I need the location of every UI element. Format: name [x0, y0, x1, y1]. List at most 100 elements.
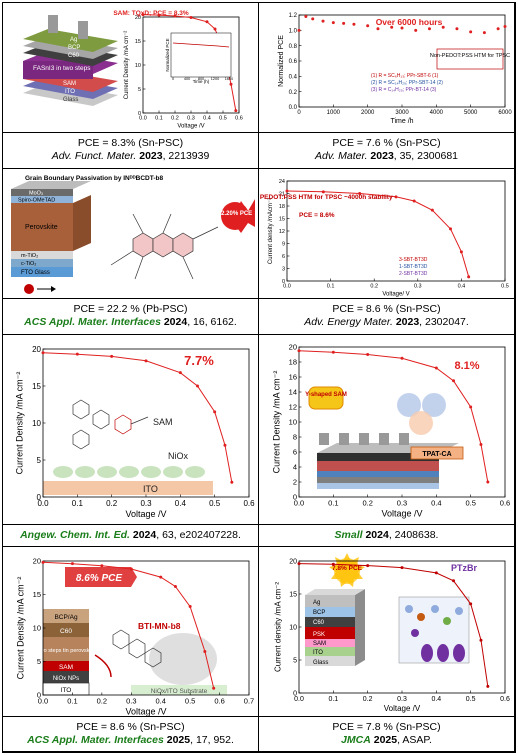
data-point — [459, 250, 463, 254]
label-tpat-6: TPAT-CA — [422, 451, 451, 458]
year-4: 2023 — [395, 316, 420, 328]
data-point — [321, 190, 325, 194]
chart-title: 8.1% — [454, 360, 479, 372]
y-tick-label: 0.0 — [289, 105, 298, 111]
y-tick-label: 21 — [279, 191, 285, 197]
badge-text-7: 8.6% PCE — [76, 573, 122, 584]
panel-2-caption: PCE = 7.6 % (Sn-PSC) Adv. Mater. 2023, 3… — [259, 133, 515, 169]
data-point — [452, 579, 455, 583]
y-tick-label: 15 — [33, 590, 41, 599]
caption-ref-5: Angew. Chem. Int. Ed. 2024, 63, e2024072… — [3, 529, 258, 542]
x-tick-label: 6000 — [498, 110, 512, 116]
badge-text-3: 22.20% PCE — [218, 211, 252, 217]
data-point — [427, 27, 431, 31]
caption-ref-1: Adv. Funct. Mater. 2023, 2213939 — [3, 150, 258, 163]
inset-x-tick: 800 — [198, 77, 204, 81]
journal-7: ACS Appl. Mater. Interfaces — [27, 734, 164, 746]
data-point — [223, 443, 227, 447]
device-stack-3: MoO₃ Spiro-OMeTAD Perovskite m-TiO₂ c-Ti… — [11, 181, 91, 294]
molecule-3 — [110, 213, 219, 280]
x-tick-label: 0.7 — [244, 697, 254, 706]
layer-niox-7: NiOx NPs — [53, 676, 79, 682]
badge-text-8: 7.8% PCE — [332, 565, 363, 572]
year-3: 2024 — [163, 316, 188, 328]
y-tick-label: 5 — [138, 87, 141, 93]
data-point — [213, 27, 217, 31]
x-tick-label: 0.6 — [500, 499, 510, 508]
y-tick-label: 0 — [37, 691, 41, 700]
legend-entry: (2) R = SC₁₄H₂₉; PPr-SBT-14 (2) — [371, 80, 443, 86]
data-point — [400, 356, 404, 360]
chart-title: SAM: TQxD; PCE = 8.3% — [113, 10, 189, 17]
data-point — [297, 562, 301, 566]
x-tick-label: 0.4 — [431, 696, 441, 703]
data-point — [331, 21, 335, 25]
jv-chart-7: 0.0 0.1 0.2 0.3 0.4 0.5 0.6 0.7 0 5 10 15 20 Voltage … — [16, 557, 255, 716]
data-point — [394, 195, 398, 199]
journal-4: Adv. Energy Mater. — [304, 316, 393, 328]
jv-chart-5: 0.0 0.1 0.2 0.3 0.4 0.5 0.6 0 5 10 15 20 Voltage /V C… — [14, 345, 255, 519]
x-tick-label: 0.3 — [414, 284, 422, 290]
y-tick-label: 18 — [289, 358, 297, 367]
x-tick-label: 4000 — [430, 110, 444, 116]
x-tick-label: 0.6 — [243, 499, 255, 508]
x-tick-label: 0.6 — [235, 116, 243, 122]
x-tick-label: 0.5 — [185, 697, 195, 706]
y-tick-label: 15 — [279, 216, 285, 222]
x-tick-label: 0.1 — [67, 697, 77, 706]
x-tick-label: 2000 — [361, 110, 375, 116]
y-tick-label: 12 — [279, 229, 285, 235]
x-tick-label: 0.5 — [501, 284, 509, 290]
caption-ref-4: Adv. Energy Mater. 2023, 2302047. — [259, 316, 514, 329]
x-tick-label: 5000 — [464, 110, 478, 116]
x-tick-label: 0.1 — [155, 116, 163, 122]
x-tick-label: 3000 — [395, 110, 409, 116]
chart-subtitle: PCE = 8.6% — [299, 212, 335, 219]
data-point — [173, 14, 177, 18]
x-tick-label: 0.0 — [294, 696, 304, 703]
y-tick-label: 0.4 — [289, 74, 298, 80]
data-point — [366, 564, 370, 568]
panel-5-svg: NiOx ITO SAM 0.0 0.1 0.2 0.3 0.4 0.5 0.6 0 5 10 15… — [14, 345, 255, 519]
jv-chart-1: 0.0 0.1 0.2 0.3 0.4 0.5 0.6 0 5 10 15 20 Voltage /V C… — [113, 10, 242, 130]
y-tick-label: 9 — [282, 241, 285, 247]
inset-x-tick: 0 — [172, 77, 174, 81]
y-tick-label: 14 — [289, 388, 297, 397]
data-point — [311, 17, 315, 21]
year-1: 2023 — [139, 150, 163, 162]
caption-ref-7: ACS Appl. Mater. Interfaces 2025, 17, 95… — [3, 734, 258, 747]
journal-6: Small — [334, 529, 363, 541]
y-tick-label: 1.2 — [289, 13, 298, 19]
y-tick-label: 5 — [293, 657, 297, 664]
x-tick-label: 0.3 — [187, 116, 195, 122]
jv-chart-4: 0.0 0.1 0.2 0.3 0.4 0.5 0 3 6 9 12 15 18 21 24 Voltage/… — [259, 179, 509, 298]
panel-7-svg: BCP/Ag C60 Two steps tin perovskite SAM … — [16, 557, 255, 716]
x-tick-label: 0.6 — [214, 697, 224, 706]
y-tick-label: 6 — [282, 254, 285, 260]
data-point — [229, 82, 233, 86]
data-point — [188, 605, 192, 609]
panel-8-caption: PCE = 7.8 % (Sn-PSC) JMCA 2025, ASAP. — [259, 717, 515, 752]
layer-psk-8: PSK — [313, 632, 325, 638]
legend-entry: 2-SBT-BT3D — [399, 271, 428, 277]
data-point — [331, 562, 335, 566]
x-tick-label: 0.5 — [465, 499, 475, 508]
panel-8-figure: Ag BCP C60 PSK SAM ITO Glass 7.8% PCE 0.… — [259, 547, 515, 717]
panel-7-figure: BCP/Ag C60 Two steps tin perovskite SAM … — [3, 547, 259, 717]
inset-x-tick: 400 — [184, 77, 190, 81]
ref-rest-3: , 16, 6162. — [187, 316, 237, 328]
ref-rest-6: , 2408638. — [388, 529, 439, 541]
y-tick-label: 20 — [289, 558, 297, 565]
data-point — [486, 480, 490, 484]
data-point — [400, 26, 404, 30]
layer-ito-8: ITO — [313, 650, 323, 656]
panel-3-title: Grain Boundary Passivation by INᴰᴰBCDT-b… — [25, 175, 163, 182]
y-tick-label: 24 — [279, 179, 285, 185]
data-point — [441, 25, 445, 29]
ref-rest-5: , 63, e202407228. — [156, 529, 241, 541]
y-tick-label: 10 — [135, 63, 141, 69]
layer-c60-7: C60 — [60, 628, 72, 635]
ref-rest-2: , 35, 2300681 — [393, 150, 459, 162]
x-axis-label: Voltage/ V — [382, 292, 409, 298]
panel-1-caption: PCE = 8.3% (Sn-PSC) Adv. Funct. Mater. 2… — [3, 133, 259, 169]
